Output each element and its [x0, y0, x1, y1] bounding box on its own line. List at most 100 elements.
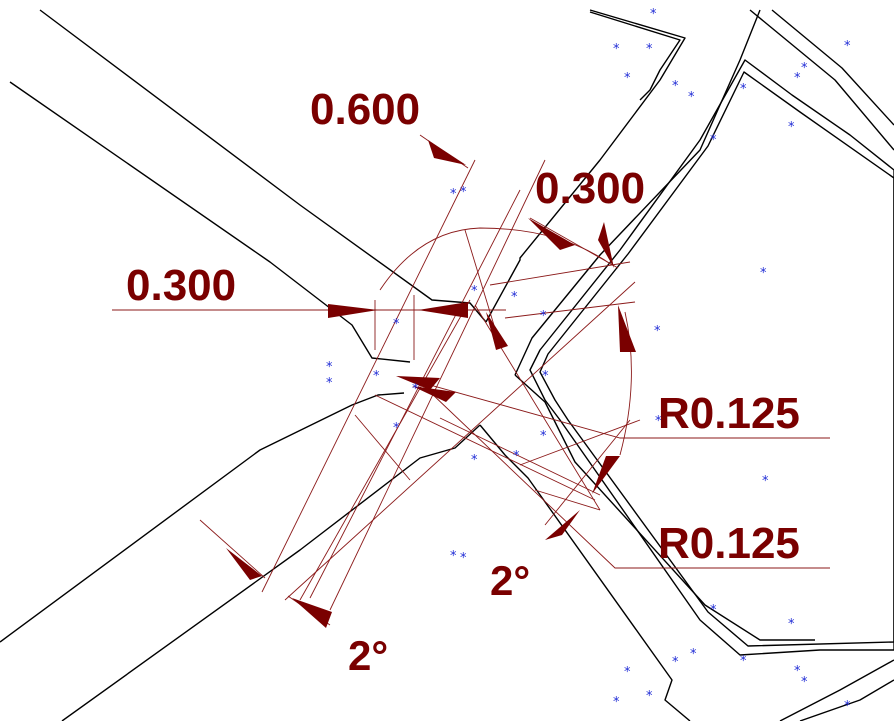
- slot-upper-right-left-edge: [485, 9, 686, 323]
- dim-label-radius-upper: R0.125: [658, 389, 800, 438]
- marker-point: *: [460, 185, 467, 200]
- arrow-300-left-b: [418, 302, 468, 318]
- ext-line-600-b: [284, 281, 636, 601]
- slot-upper-left-top-edge: [39, 9, 487, 323]
- ext-line-600-a: [261, 159, 476, 593]
- cell-bottom-right-edge-b: [799, 679, 894, 721]
- marker-point: *: [373, 369, 380, 384]
- cell-top-right-edge-b: [771, 9, 894, 126]
- marker-point: *: [471, 284, 478, 299]
- marker-point: *: [794, 664, 801, 679]
- leader-300-right-c: [504, 301, 636, 319]
- cell-top-edge: [589, 11, 681, 101]
- marker-point: *: [801, 61, 808, 76]
- arc-600: [379, 227, 613, 291]
- marker-point: *: [646, 42, 653, 57]
- marker-point: *: [450, 549, 457, 564]
- slot-lower-left-bottom-edge: [61, 424, 481, 721]
- marker-point: *: [450, 187, 457, 202]
- slot-upper-left-bottom-edge: [9, 81, 411, 363]
- arrow-angle-right-down: [592, 456, 620, 494]
- arrow-r125-lower: [412, 386, 456, 402]
- marker-point: *: [650, 7, 657, 22]
- marker-point: *: [412, 382, 419, 397]
- marker-point: *: [844, 39, 851, 54]
- dim-label-width-600: 0.600: [310, 85, 420, 134]
- dim-label-gap-300-right: 0.300: [535, 164, 645, 213]
- arrow-2deg-bottom-b: [292, 598, 332, 628]
- marker-point: *: [471, 453, 478, 468]
- marker-point: *: [801, 675, 808, 690]
- marker-point: *: [654, 324, 661, 339]
- marker-point: *: [540, 309, 547, 324]
- dimension-labels: 0.600 0.300 0.300 R0.125 R0.125 2° 2°: [126, 85, 800, 679]
- cell-top-right-edge-a: [749, 9, 894, 151]
- arrow-2deg-right: [545, 510, 580, 540]
- marker-point: *: [393, 421, 400, 436]
- cell-right-diamond-inner: [539, 71, 894, 647]
- angle-right-ext: [519, 419, 641, 466]
- marker-point: *: [740, 654, 747, 669]
- ext-line-600-e: [329, 159, 546, 611]
- chord-a: [354, 414, 411, 481]
- marker-point: *: [794, 71, 801, 86]
- arrow-r125-upper: [396, 376, 440, 390]
- chord-d: [534, 489, 601, 511]
- marker-point: *: [326, 376, 333, 391]
- point-markers: * * * * * * * * * * * * * * * * * * * * …: [326, 7, 851, 714]
- arrow-300-right-b: [598, 222, 614, 268]
- arrow-2deg-bottom-a: [226, 548, 262, 580]
- dim-label-gap-300-left: 0.300: [126, 261, 236, 310]
- arrow-300-left-a: [328, 304, 378, 318]
- arrow-300-right-a: [528, 218, 575, 250]
- marker-point: *: [762, 474, 769, 489]
- marker-point: *: [542, 369, 549, 384]
- marker-point: *: [624, 71, 631, 86]
- cell-bottom-right-edge-a: [779, 659, 894, 721]
- marker-point: *: [710, 603, 717, 618]
- marker-point: *: [613, 42, 620, 57]
- angle-right-ext-b: [544, 419, 631, 526]
- dimension-arrows: [226, 140, 636, 628]
- marker-point: *: [710, 133, 717, 148]
- chord-b: [374, 394, 596, 501]
- leader-300-right: [529, 217, 619, 269]
- marker-point: *: [613, 695, 620, 710]
- marker-point: *: [672, 655, 679, 670]
- marker-point: *: [672, 79, 679, 94]
- marker-point: *: [624, 665, 631, 680]
- dim-label-angle-bottom: 2°: [348, 632, 388, 679]
- dim-label-angle-right: 2°: [490, 557, 530, 604]
- cell-right-diamond: [529, 59, 894, 656]
- marker-point: *: [788, 617, 795, 632]
- marker-point: *: [646, 689, 653, 704]
- marker-point: *: [688, 90, 695, 105]
- arrow-radius-up: [486, 312, 508, 350]
- angle-bottom-ext: [199, 519, 266, 579]
- marker-point: *: [788, 120, 795, 135]
- marker-point: *: [511, 290, 518, 305]
- marker-point: *: [844, 699, 851, 714]
- marker-point: *: [655, 414, 662, 429]
- marker-point: *: [326, 360, 333, 375]
- slot-upper-right-right-edge: [514, 9, 761, 376]
- arrow-600: [428, 140, 466, 165]
- dim-label-radius-lower: R0.125: [658, 519, 800, 568]
- leader-r125-upper: [404, 377, 830, 439]
- marker-point: *: [690, 647, 697, 662]
- marker-point: *: [740, 82, 747, 97]
- marker-point: *: [513, 449, 520, 464]
- marker-point: *: [760, 266, 767, 281]
- slot-lower-right-left-edge: [479, 424, 691, 721]
- chord-c: [439, 417, 601, 496]
- arrow-angle-right-up: [618, 305, 636, 352]
- arc-angle-right: [619, 311, 632, 456]
- ext-line-600-d: [309, 189, 521, 599]
- slot-lower-left-top-edge: [0, 392, 405, 643]
- part-geometry: [0, 9, 894, 721]
- marker-point: *: [460, 551, 467, 566]
- marker-point: *: [540, 429, 547, 444]
- leader-300-right-b: [489, 261, 631, 286]
- marker-point: *: [393, 317, 400, 332]
